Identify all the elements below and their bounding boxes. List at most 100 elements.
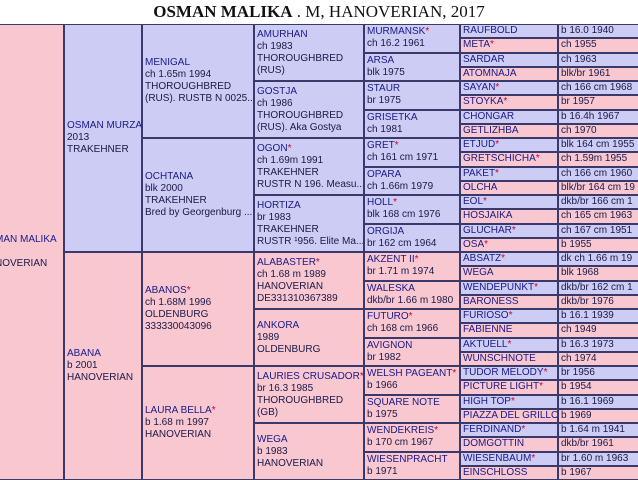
gen5-name-cell[interactable]: PICTURE LIGHT* (460, 380, 558, 395)
horse-detail: ch 16.2 1961 (367, 38, 425, 49)
gen4-horse-cell[interactable]: ORGIJA br 162 cm 1964 (364, 223, 460, 252)
gen5-name-cell[interactable]: BARONESS (460, 294, 558, 309)
gen3-horse-cell[interactable]: LAURIES CRUSADOR* br 16.3 1985 THOROUGHBRE… (254, 366, 364, 423)
gen5-name-cell[interactable]: ETJUD* (460, 138, 558, 153)
gen5-info-cell: b 16.0 1940 (558, 24, 638, 39)
subject-cell[interactable]: MAN MALIKA7NOVERIAN (0, 24, 64, 480)
star-marker-icon: * (408, 311, 413, 322)
gen5-name-cell[interactable]: HOSJAIKA (460, 209, 558, 224)
gen2-horse-cell[interactable]: ABANOS* ch 1.68M 1996 OLDENBURG 33333004309… (142, 252, 254, 366)
gen5-name-cell[interactable]: CHONGAR (460, 109, 558, 124)
gen5-name-cell[interactable]: AKTUELL* (460, 337, 558, 352)
gen5-info-cell: b 1954 (558, 380, 638, 395)
gen5-name-cell[interactable]: SAYAN* (460, 81, 558, 96)
gen5-name-cell[interactable]: ABSATZ* (460, 252, 558, 267)
horse-name: FERDINAND* (463, 424, 526, 435)
gen4-horse-cell[interactable]: HOLL* blk 168 cm 1976 (364, 195, 460, 224)
gen3-horse-cell[interactable]: ANKORA 1989 OLDENBURG (254, 309, 364, 366)
gen5-name-cell[interactable]: PAKET* (460, 166, 558, 181)
gen4-horse-cell[interactable]: ARSA blk 1975 (364, 52, 460, 81)
horse-detail: ch 1.69m 1991 (257, 155, 324, 166)
horse-detail: THOROUGHBRED (257, 53, 344, 64)
gen1-horse-cell[interactable]: ABANA b 2001 HANOVERIAN (64, 252, 142, 480)
horse-detail: b 1975 (367, 408, 398, 420)
gen3-horse-cell[interactable]: WEGA b 1983 HANOVERIAN (254, 423, 364, 480)
horse-detail: ch 1.59m 1955 (561, 153, 628, 165)
horse-name: STAUR (367, 83, 401, 94)
gen5-name-cell[interactable]: RAUFBOLD (460, 24, 558, 39)
gen4-horse-cell[interactable]: AVIGNON br 1982 (364, 337, 460, 366)
gen5-name-cell[interactable]: TUDOR MELODY* (460, 366, 558, 381)
gen4-horse-cell[interactable]: STAUR br 1975 (364, 81, 460, 110)
gen5-name-cell[interactable]: EOL* (460, 195, 558, 210)
horse-detail: ch 1970 (561, 124, 597, 136)
gen4-horse-cell[interactable]: WIESENPRACHT b 1971 (364, 451, 460, 480)
gen5-info-cell: b 16.1 1939 (558, 309, 638, 324)
horse-name: RAUFBOLD (463, 25, 518, 36)
horse-detail: blk/br 164 cm 19 (561, 181, 635, 193)
gen5-name-cell[interactable]: WENDEPUNKT* (460, 280, 558, 295)
gen5-name-cell[interactable]: EINSCHLOSS (460, 465, 558, 480)
gen5-name-cell[interactable]: OLCHA (460, 180, 558, 195)
gen5-name-cell[interactable]: ATOMNAJA (460, 66, 558, 81)
gen4-horse-cell[interactable]: WALESKA dkb/br 1.66 m 1980 (364, 280, 460, 309)
gen5-name-cell[interactable]: SARDAR (460, 52, 558, 67)
horse-name: ABANA (67, 348, 101, 359)
gen5-info-cell: dkb/br 162 cm 1 (558, 280, 638, 295)
gen4-horse-cell[interactable]: OPARA ch 1.66m 1979 (364, 166, 460, 195)
gen4-horse-cell[interactable]: WENDEKREIS* b 170 cm 1967 (364, 423, 460, 452)
gen4-horse-cell[interactable]: AKZENT II* br 1.71 m 1974 (364, 252, 460, 281)
gen3-horse-cell[interactable]: OGON* ch 1.69m 1991 TRAKEHNER RUSTR N 196. … (254, 138, 364, 195)
gen3-horse-cell[interactable]: GOSTJA ch 1986 THOROUGHBRED (RUS). Aka Gost… (254, 81, 364, 138)
gen5-name-cell[interactable]: GLUCHAR* (460, 223, 558, 238)
gen4-horse-cell[interactable]: SQUARE NOTE b 1975 (364, 394, 460, 423)
gen5-info-cell: ch 166 cm 1960 (558, 166, 638, 181)
gen4-horse-cell[interactable]: GRISETKA ch 1981 (364, 109, 460, 138)
gen4-horse-cell[interactable]: GRET* ch 161 cm 1971 (364, 138, 460, 167)
horse-name: EOL* (463, 196, 487, 207)
gen5-name-cell[interactable]: FABIENNE (460, 323, 558, 338)
horse-detail: HANOVERIAN (257, 281, 324, 292)
gen5-info-cell: b 1967 (558, 465, 638, 480)
gen4-horse-cell[interactable]: WELSH PAGEANT* b 1966 (364, 366, 460, 395)
horse-name: ARSA (367, 54, 395, 66)
gen2-horse-cell[interactable]: MENIGAL ch 1.65m 1994 THOROUGHBRED (RUS). R… (142, 24, 254, 138)
gen3-horse-cell[interactable]: ALABASTER* ch 1.68 m 1989 HANOVERIAN DE3313… (254, 252, 364, 309)
gen5-name-cell[interactable]: HIGH TOP* (460, 394, 558, 409)
gen5-name-cell[interactable]: META* (460, 38, 558, 53)
horse-detail: br 1.71 m 1974 (367, 266, 435, 277)
gen1-horse-cell[interactable]: OSMAN MURZA 2013 TRAKEHNER (64, 24, 142, 252)
gen4-horse-cell[interactable]: FUTURO* ch 168 cm 1966 (364, 309, 460, 338)
gen5-name-cell[interactable]: WEGA (460, 266, 558, 281)
gen5-name-cell[interactable]: WIESENBAUM* (460, 451, 558, 466)
horse-detail: (RUS) (257, 65, 285, 76)
horse-name: AVIGNON (367, 339, 413, 351)
horse-detail: TRAKEHNER (257, 167, 319, 178)
horse-name: GRET* (367, 140, 399, 151)
gen5-name-cell[interactable]: GRETSCHICHA* (460, 152, 558, 167)
gen3-horse-cell[interactable]: HORTIZA br 1983 TRAKEHNER RUSTR ¹956. Elite… (254, 195, 364, 252)
gen2-horse-cell[interactable]: LAURA BELLA* b 1.68 m 1997 HANOVERIAN (142, 366, 254, 480)
star-marker-icon: * (510, 395, 515, 407)
gen2-horse-cell[interactable]: OCHTANA blk 2000 TRAKEHNER Bred by Georgenb… (142, 138, 254, 252)
horse-name: DOMGOTTIN (463, 438, 525, 450)
star-marker-icon: * (359, 371, 364, 382)
gen4-horse-cell[interactable]: MURMANSK* ch 16.2 1961 (364, 24, 460, 53)
horse-detail: Bred by Georgenburg ... (145, 207, 253, 218)
gen5-name-cell[interactable]: FURIOSO* (460, 309, 558, 324)
gen3-horse-cell[interactable]: AMURHAN ch 1983 THOROUGHBRED (RUS) (254, 24, 364, 81)
star-marker-icon: * (511, 224, 516, 236)
gen5-info-cell: dkb/br 1961 (558, 437, 638, 452)
horse-detail: b 1.68 m 1997 (145, 417, 209, 428)
gen5-name-cell[interactable]: OSA* (460, 237, 558, 252)
gen5-name-cell[interactable]: STOYKA* (460, 95, 558, 110)
horse-name: EINSCHLOSS (463, 466, 528, 478)
horse-name: GLUCHAR* (463, 224, 516, 236)
gen5-name-cell[interactable]: FERDINAND* (460, 423, 558, 438)
gen5-name-cell[interactable]: DOMGOTTIN (460, 437, 558, 452)
gen5-name-cell[interactable]: GETLIZHBA (460, 123, 558, 138)
horse-detail: b 170 cm 1967 (367, 437, 434, 448)
gen5-name-cell[interactable]: WUNSCHNOTE (460, 351, 558, 366)
gen5-name-cell[interactable]: PIAZZA DEL GRILLO (460, 408, 558, 423)
horse-name: WIESENPRACHT (367, 453, 448, 465)
